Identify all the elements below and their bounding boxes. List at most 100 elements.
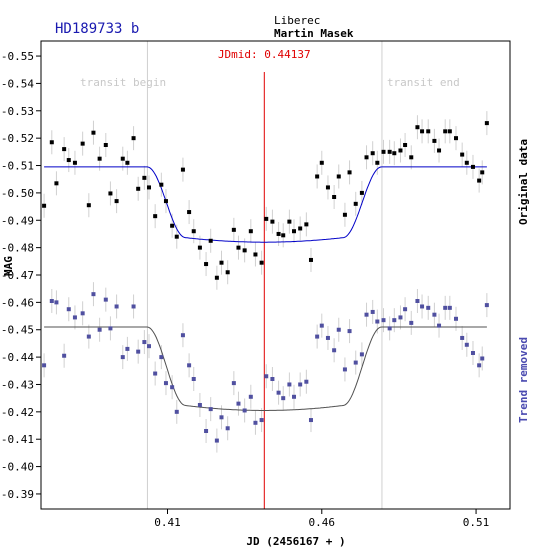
model-curve-series-1 [44,166,487,243]
data-point [66,307,71,312]
chart-location: Liberec [274,14,320,27]
chart-observer: Martin Masek [274,27,354,40]
data-point [298,382,303,387]
data-point [480,170,485,175]
data-point [304,379,309,384]
jdmid-label: JDmid: 0.44137 [218,48,311,61]
data-point [97,327,102,332]
data-point [159,182,164,187]
data-point [364,312,369,317]
data-point [72,315,77,320]
data-point [236,245,241,250]
data-point [108,326,113,331]
data-point [426,305,431,310]
points-series-2 [42,292,489,443]
data-point [54,300,59,305]
data-point [336,174,341,179]
data-point [187,363,192,368]
data-point [281,233,286,238]
x-tick-label: 0.41 [154,516,181,529]
data-point [142,175,147,180]
data-point [62,353,67,358]
data-point [298,226,303,231]
data-point [264,216,269,221]
data-point [420,129,425,134]
data-point [219,260,224,265]
y-axis: -0.55 -0.54 -0.53 -0.52 -0.51 -0.50 -0.49 -0.48… [1,50,41,501]
data-point [443,129,448,134]
data-point [120,156,125,161]
data-point [454,136,459,141]
data-point [62,147,67,152]
data-point [470,164,475,169]
data-point [484,303,489,308]
data-point [248,394,253,399]
data-point [174,409,179,414]
data-point [97,156,102,161]
data-point [287,382,292,387]
data-point [142,340,147,345]
transit-end-label: transit end [387,76,460,89]
data-point [447,305,452,310]
y-tick-label: -0.42 [1,406,34,419]
plot-area: transit begin transit end JDmid: 0.44137 [42,41,489,509]
data-point [86,334,91,339]
data-point [208,407,213,412]
data-point [420,304,425,309]
data-point [180,167,185,172]
data-point [315,334,320,339]
data-point [381,318,386,323]
y-tick-label: -0.55 [1,50,34,63]
data-point [163,199,168,204]
data-point [163,381,168,386]
data-point [347,170,352,175]
data-point [292,394,297,399]
y-tick-label: -0.40 [1,461,34,474]
data-point [125,160,130,165]
data-point [191,229,196,234]
data-point [325,185,330,190]
data-point [153,214,158,219]
data-point [54,181,59,186]
data-point [359,190,364,195]
data-point [276,231,281,236]
y-tick-label: -0.52 [1,132,34,145]
data-point [281,396,286,401]
data-point [108,191,113,196]
data-point [259,418,264,423]
x-tick-label: 0.46 [309,516,336,529]
data-point [364,155,369,160]
y-axis-label: MAG [2,256,15,276]
data-point [49,140,54,145]
y-tick-label: -0.45 [1,324,34,337]
data-point [253,252,258,257]
data-point [375,160,380,165]
data-point [114,304,119,309]
data-point [146,185,151,190]
data-point [464,342,469,347]
data-point [159,355,164,360]
data-point [219,415,224,420]
data-point [125,346,130,351]
data-point [231,381,236,386]
y-tick-label: -0.50 [1,187,34,200]
data-point [174,234,179,239]
data-point [392,318,397,323]
data-point [91,130,96,135]
data-point [415,299,420,303]
data-point [375,319,380,324]
data-point [353,201,358,206]
data-point [460,152,465,157]
data-point [114,199,119,204]
y-tick-label: -0.54 [1,77,34,90]
data-point [392,151,397,156]
data-point [91,292,96,297]
points-series-1 [42,121,489,280]
data-point [347,329,352,334]
y-tick-label: -0.39 [1,488,34,501]
y-tick-label: -0.48 [1,242,34,255]
data-point [153,371,158,376]
data-point [437,323,442,328]
data-point [426,129,431,134]
